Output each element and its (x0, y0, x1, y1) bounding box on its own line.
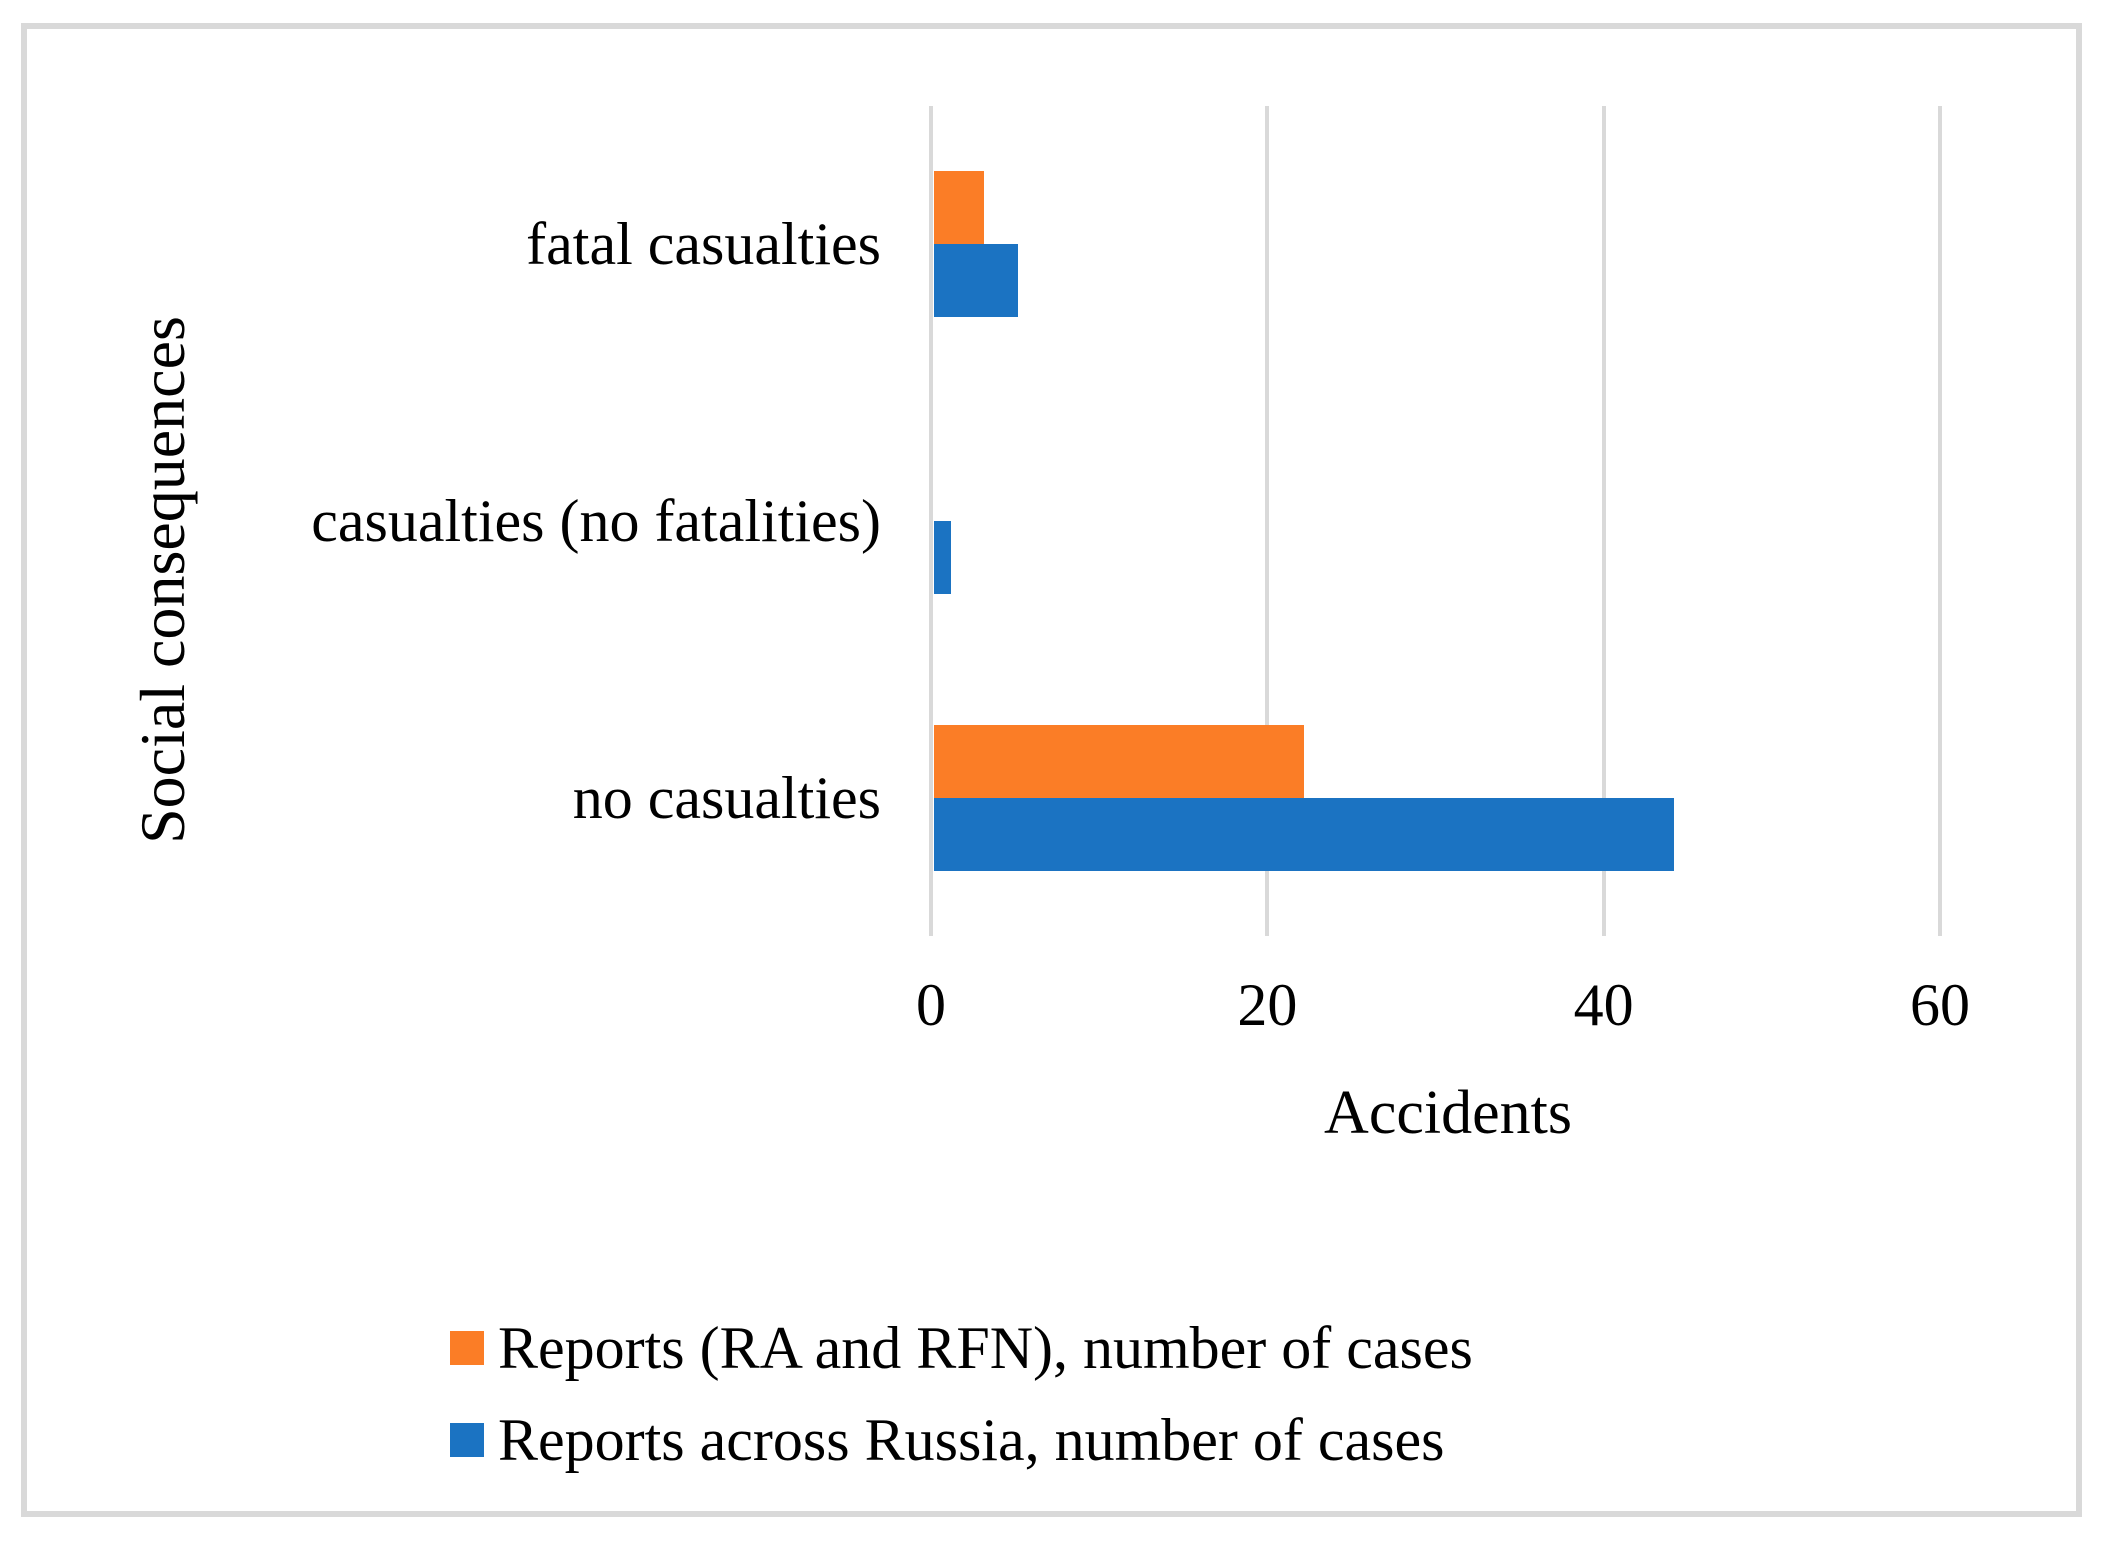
category-label: casualties (no fatalities) (311, 488, 881, 554)
x-tick-label: 60 (1910, 972, 1970, 1038)
legend-swatch-blue (450, 1423, 484, 1457)
bar-blue-category-2 (934, 797, 1674, 871)
x-tick-label: 0 (916, 972, 946, 1038)
category-label: fatal casualties (526, 211, 881, 278)
x-tick-label: 40 (1573, 972, 1634, 1038)
gridline-20 (1265, 106, 1270, 936)
legend-swatch-orange (450, 1331, 484, 1365)
bar-blue-category-1 (934, 521, 951, 594)
bar-orange-category-0 (934, 171, 985, 245)
legend-item-ra-rfn: Reports (RA and RFN), number of cases (450, 1312, 1473, 1384)
gridline-40 (1601, 106, 1606, 936)
gridline-0 (929, 106, 933, 936)
plot-area (929, 106, 1942, 936)
legend-label: Reports (RA and RFN), number of cases (498, 1315, 1473, 1381)
y-axis-title: Social consequences (127, 316, 198, 844)
x-tick-label: 20 (1237, 972, 1298, 1038)
legend-label: Reports across Russia, number of cases (498, 1407, 1445, 1473)
x-axis-title: Accidents (1324, 1079, 1572, 1147)
gridline-60 (1938, 106, 1942, 936)
chart-frame (21, 23, 2082, 1517)
legend-item-across-russia: Reports across Russia, number of cases (450, 1404, 1473, 1476)
bar-orange-category-2 (934, 724, 1304, 798)
bar-blue-category-0 (934, 244, 1019, 318)
category-label: no casualties (572, 764, 881, 831)
legend: Reports (RA and RFN), number of cases Re… (450, 1312, 1473, 1496)
